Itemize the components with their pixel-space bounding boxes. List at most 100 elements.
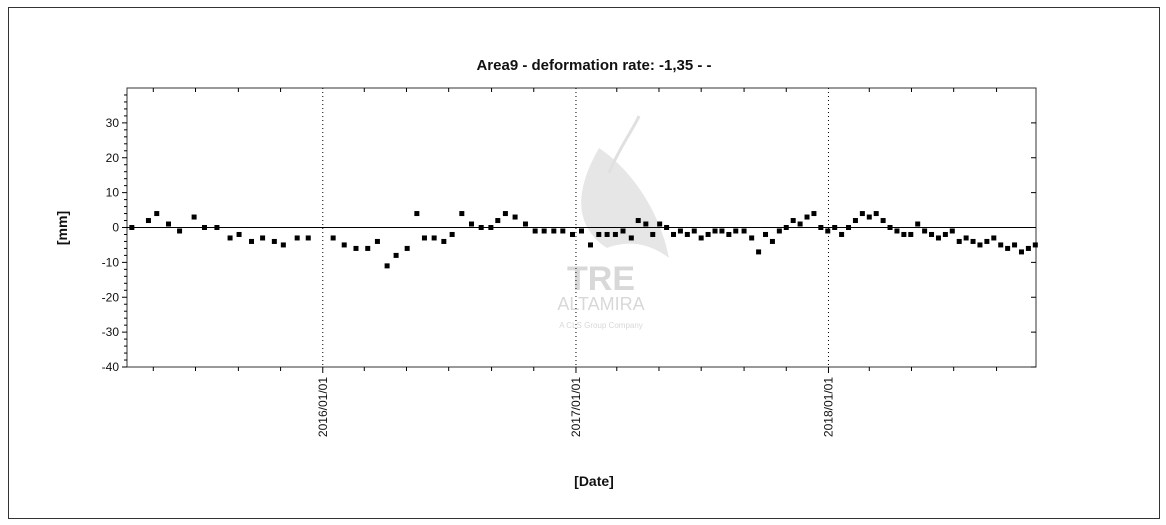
data-point bbox=[712, 228, 718, 234]
data-point bbox=[587, 242, 593, 248]
data-point bbox=[393, 252, 399, 258]
data-point bbox=[650, 231, 656, 237]
data-point bbox=[671, 231, 677, 237]
data-point bbox=[956, 238, 962, 244]
data-point bbox=[811, 211, 817, 217]
data-point bbox=[991, 235, 997, 241]
data-point bbox=[541, 228, 547, 234]
watermark-name-text: ALTAMIRA bbox=[557, 294, 644, 314]
data-point bbox=[620, 228, 626, 234]
data-point bbox=[749, 235, 755, 241]
data-point bbox=[818, 225, 824, 230]
data-point bbox=[935, 235, 941, 241]
data-point bbox=[214, 225, 220, 230]
data-point bbox=[977, 242, 983, 248]
data-point bbox=[502, 211, 508, 217]
data-point bbox=[596, 231, 602, 237]
watermark-logo-text: TRE bbox=[567, 260, 635, 298]
data-point bbox=[404, 245, 410, 251]
data-point bbox=[908, 231, 914, 237]
watermark-tagline: A CLS Group Company bbox=[559, 321, 643, 330]
data-point bbox=[1012, 242, 1018, 248]
data-point bbox=[260, 235, 266, 241]
data-point bbox=[866, 214, 872, 220]
data-point bbox=[915, 221, 921, 227]
data-point bbox=[984, 238, 990, 244]
data-point bbox=[1005, 245, 1011, 251]
data-point bbox=[741, 228, 747, 234]
data-point bbox=[612, 231, 618, 237]
grid bbox=[127, 88, 1036, 367]
y-axis-label: [mm] bbox=[54, 211, 70, 245]
data-point bbox=[532, 228, 538, 234]
data-point bbox=[880, 218, 886, 224]
y-tick-label: -30 bbox=[102, 325, 120, 339]
data-point bbox=[579, 228, 584, 234]
data-point bbox=[628, 235, 634, 241]
data-point bbox=[643, 221, 649, 227]
data-point bbox=[684, 231, 690, 237]
data-point bbox=[154, 211, 160, 217]
data-point bbox=[341, 242, 347, 248]
data-point bbox=[604, 231, 610, 237]
x-tick-label: 2016/01/01 bbox=[316, 377, 330, 437]
data-point bbox=[949, 228, 955, 234]
data-point bbox=[963, 235, 969, 241]
data-point bbox=[873, 211, 879, 217]
data-point bbox=[459, 211, 465, 217]
data-point bbox=[449, 231, 455, 237]
data-point bbox=[201, 225, 207, 230]
data-point bbox=[769, 238, 775, 244]
data-point bbox=[478, 225, 484, 230]
data-point bbox=[776, 228, 782, 234]
data-point bbox=[1018, 249, 1024, 255]
data-point bbox=[1032, 242, 1038, 248]
data-point bbox=[887, 225, 893, 230]
watermark-swoosh-icon bbox=[607, 115, 641, 174]
x-tick-label: 2018/01/01 bbox=[821, 377, 835, 437]
data-point bbox=[129, 225, 135, 230]
data-point bbox=[280, 242, 286, 248]
data-point bbox=[495, 218, 501, 224]
altamira-watermark: TRE ALTAMIRA A CLS Group Company bbox=[557, 115, 669, 330]
data-point bbox=[227, 235, 233, 241]
x-tick-label: 2017/01/01 bbox=[569, 377, 583, 437]
data-point bbox=[353, 245, 359, 251]
data-point bbox=[374, 238, 380, 244]
data-point bbox=[797, 221, 803, 227]
data-point bbox=[839, 231, 845, 237]
data-point bbox=[719, 228, 725, 234]
data-point bbox=[846, 225, 852, 230]
data-point bbox=[512, 214, 518, 220]
data-point bbox=[705, 231, 711, 237]
data-point bbox=[384, 263, 390, 269]
data-point bbox=[365, 245, 371, 251]
data-point bbox=[677, 228, 683, 234]
data-point bbox=[469, 221, 475, 227]
data-point bbox=[145, 218, 151, 224]
y-tick-label: -10 bbox=[102, 255, 120, 269]
data-point bbox=[783, 225, 789, 230]
data-point bbox=[894, 228, 900, 234]
data-point bbox=[635, 218, 641, 224]
data-point bbox=[294, 235, 300, 241]
data-point bbox=[942, 231, 948, 237]
data-point bbox=[929, 231, 935, 237]
data-point bbox=[852, 218, 858, 224]
data-point bbox=[733, 228, 739, 234]
data-point bbox=[859, 211, 865, 217]
y-tick-label: 20 bbox=[106, 151, 120, 165]
data-point bbox=[488, 225, 494, 230]
data-point bbox=[330, 235, 336, 241]
data-point bbox=[998, 242, 1004, 248]
data-point bbox=[166, 221, 172, 227]
data-point bbox=[249, 238, 255, 244]
data-point bbox=[271, 238, 277, 244]
data-point bbox=[901, 231, 907, 237]
data-point bbox=[657, 221, 663, 227]
data-point bbox=[790, 218, 796, 224]
data-point bbox=[804, 214, 810, 220]
data-point bbox=[551, 228, 557, 234]
data-point bbox=[441, 238, 447, 244]
watermark-swoosh-icon bbox=[581, 148, 669, 258]
